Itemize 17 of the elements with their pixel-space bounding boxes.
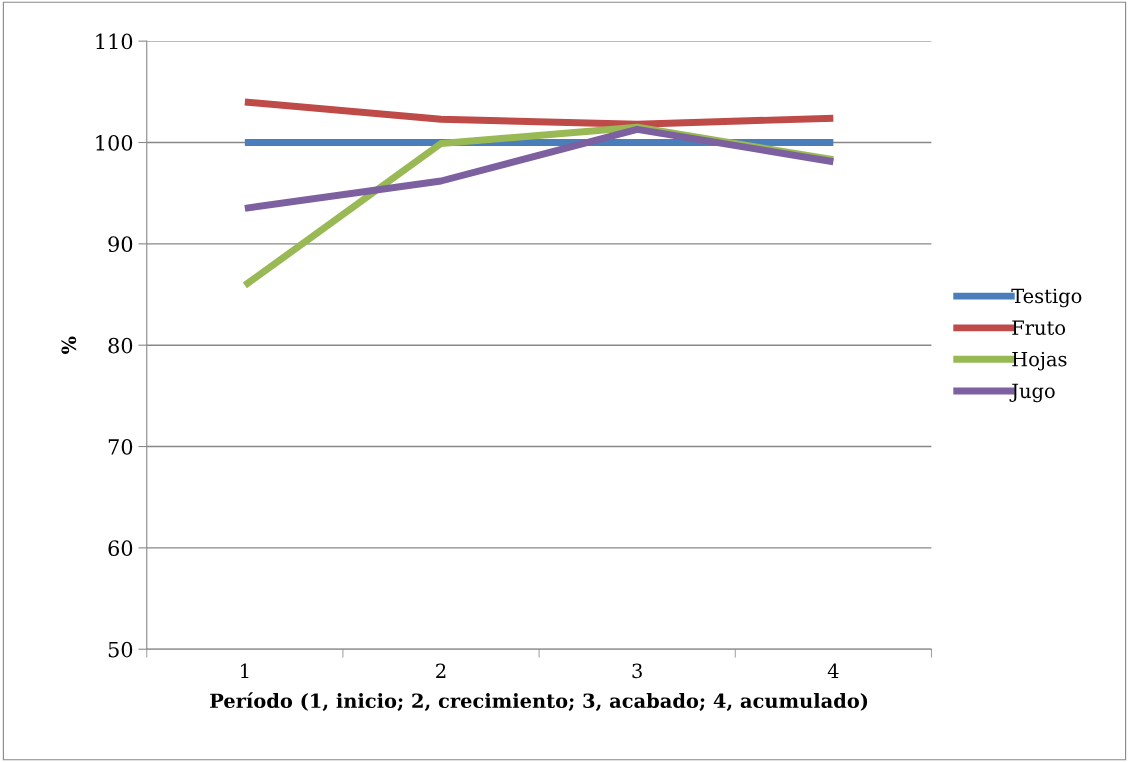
legend-label: Hojas	[1012, 351, 1067, 371]
x-tick-label: 4	[827, 663, 839, 678]
x-axis-title: Período (1, inicio; 2, crecimiento; 3, acabado; 4, acumulado)	[210, 692, 868, 712]
y-tick-label: 110	[96, 33, 133, 50]
y-axis-title: %	[61, 336, 77, 354]
y-tick-label: 80	[108, 337, 133, 354]
y-tick-label: 90	[108, 236, 133, 253]
x-tick-label: 1	[241, 663, 249, 678]
legend-label: Testigo	[1011, 288, 1082, 308]
y-tick-label: 100	[96, 134, 133, 151]
y-tick-label: 50	[108, 641, 133, 658]
legend-label: Fruto	[1012, 320, 1066, 335]
y-tick-label: 60	[108, 540, 133, 557]
y-tick-label: 70	[108, 438, 133, 455]
legend-label: Jugo	[1009, 383, 1055, 403]
x-tick-label: 2	[436, 663, 446, 678]
x-tick-label: 3	[632, 663, 642, 679]
